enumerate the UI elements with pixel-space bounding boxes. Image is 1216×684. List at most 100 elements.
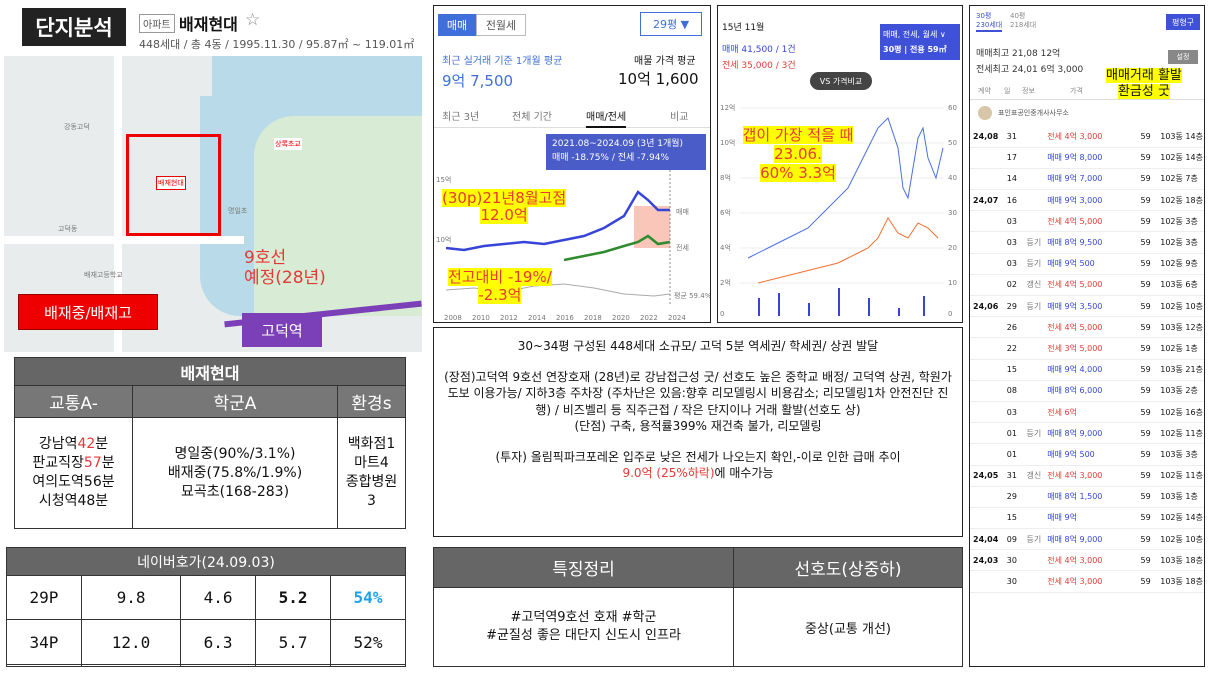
agent-row[interactable]: 표인표공인중개사사무소 [970, 102, 1204, 124]
map-label: 고덕동 [58, 225, 78, 233]
tab-lease[interactable]: 전월세 [476, 14, 526, 36]
ask-label: 매물 가격 평균 [634, 56, 696, 67]
avg-price: 9억 7,500 [442, 72, 514, 90]
chart-date: 15년 11월 [722, 23, 765, 33]
table-row[interactable]: 02 갱신 전세 4억 5,000 59 103동 6층 [970, 274, 1204, 297]
station-label[interactable]: 고덕역 [242, 313, 322, 347]
ask-price: 10억 1,600 [618, 70, 699, 88]
compare-button[interactable]: VS 가격비교 [810, 72, 872, 90]
grade-school: 학군A [132, 385, 338, 418]
preference-value: 중상(교통 개선) [733, 587, 963, 667]
analysis-pros: (장점)고덕역 9호선 연장호재 (28년)로 강남접근성 굿/ 선호도 높은 … [444, 369, 952, 417]
lease-line [563, 234, 671, 262]
svg-text:2018: 2018 [584, 314, 602, 322]
table-row[interactable]: 03 등기 매매 9억 500 59 102동 9층 [970, 253, 1204, 275]
svg-text:2016: 2016 [556, 314, 574, 322]
table-row[interactable]: 01 등기 매매 8억 9,000 59 102동 11층 [970, 422, 1204, 445]
table-row[interactable]: 24,08 31 전세 4억 3,000 59 103동 14층 [970, 126, 1204, 148]
trade-line [445, 190, 670, 252]
column-header: 계약 일 정보 가격 [970, 86, 1204, 100]
tab-compare[interactable]: 비교 [670, 112, 689, 123]
table-row[interactable]: 01 매매 9억 500 59 103동 3층 [970, 443, 1204, 466]
avg-label: 최근 실거래 기준 1개월 평균 [442, 56, 563, 67]
table-row[interactable]: 03 전세 4억 5,000 59 102동 3층 [970, 210, 1204, 233]
map-view[interactable]: 배재현대 강동고덕 고덕동 명일초 배재고등학교 상록초교 9호선 예정(28년… [4, 56, 422, 352]
svg-text:2014: 2014 [528, 314, 546, 322]
map-water [200, 96, 260, 316]
analysis-headline: 30~34평 구성된 448세대 소규모/ 고덕 5분 역세권/ 학세권/ 상권… [517, 339, 879, 353]
table-row[interactable]: 03 등기 매매 8억 9,500 59 102동 3층 [970, 231, 1204, 254]
filter-dropdown[interactable]: 매매, 전세, 월세 ∨ 30평 | 전용 59㎡ [880, 24, 960, 60]
apt-pin[interactable]: 배재현대 [156, 176, 186, 190]
svg-text:20: 20 [948, 244, 957, 252]
table-row[interactable]: 29 매매 8억 1,500 59 103동 1층 [970, 486, 1204, 508]
size-select[interactable]: 29평 ▼ [640, 12, 702, 36]
y-tick: 15억 [436, 176, 451, 184]
star-icon[interactable]: ☆ [245, 10, 261, 30]
table-row[interactable]: 15 매매 9억 59 102동 14층 [970, 507, 1204, 530]
svg-text:0: 0 [948, 310, 952, 318]
table-row[interactable]: 17 매매 9억 8,000 59 102동 14층 [970, 147, 1204, 169]
lease-max: 전세최고 24,01 6억 3,000 [976, 65, 1084, 75]
setting-button[interactable]: 설정 [1168, 50, 1198, 64]
price-chart-panel: 매매 전월세 29평 ▼ 최근 실거래 기준 1개월 평균 9억 7,500 매… [433, 5, 711, 323]
svg-text:10억: 10억 [720, 139, 735, 147]
svg-text:4억: 4억 [720, 244, 731, 252]
svg-text:2억: 2억 [720, 279, 731, 287]
tab-trade[interactable]: 매매 [438, 14, 476, 36]
naver-title: 네이버호가(24.09.03) [6, 547, 406, 576]
transaction-chart-svg: 12억 10억 8억 6억 4억 2억 0 60 50 40 30 20 10 0 [720, 104, 957, 318]
table-row[interactable]: 26 전세 4억 5,000 59 103동 12층 [970, 316, 1204, 339]
tab-3y[interactable]: 최근 3년 [442, 112, 480, 123]
summary-title: 배재현대 [14, 357, 406, 386]
svg-text:10: 10 [948, 279, 957, 287]
apt-type-badge: 아파트 [139, 14, 175, 33]
grade-transport: 교통A- [14, 385, 133, 418]
table-row[interactable]: 14 매매 9억 7,000 59 102동 7층 [970, 168, 1204, 191]
chart-trade-count: 매매 41,500 / 1건 [722, 45, 796, 55]
table-row[interactable]: 24,05 31 갱신 전세 4억 3,000 59 102동 11층 [970, 465, 1204, 487]
table-row[interactable]: 24,06 29 등기 매매 9억 3,500 59 102동 10층 [970, 295, 1204, 318]
svg-text:2020: 2020 [612, 314, 630, 322]
trade-series [747, 117, 944, 259]
svg-text:2022: 2022 [640, 314, 658, 322]
map-label: 배재고등학교 [84, 271, 123, 279]
apt-info: 448세대 / 총 4동 / 1995.11.30 / 95.87㎡ ~ 119… [139, 38, 415, 51]
chart-tooltip: 2021.08~2024.09 (3년 1개월) 매매 -18.75% / 전세 … [546, 134, 706, 170]
env-cell: 백화점1 마트4 종합병원 3 [337, 417, 406, 529]
y-left-tick: 12억 [720, 104, 735, 112]
svg-text:2024: 2024 [668, 314, 686, 322]
apt-highlight-box[interactable] [126, 134, 221, 236]
svg-text:6억: 6억 [720, 209, 731, 217]
table-row[interactable]: 08 매매 8억 6,000 59 103동 2층 [970, 380, 1204, 402]
trades-panel: 30평 230세대 40평 218세대 평형구 매매최고 21,08 12억 전… [969, 5, 1205, 667]
table-row[interactable]: 24,07 16 매매 9억 3,000 59 102동 18층 [970, 189, 1204, 212]
map-label: 강동고덕 [64, 123, 90, 131]
svg-text:2008: 2008 [444, 314, 462, 322]
table-row[interactable]: 24,04 09 등기 매매 8억 9,000 59 102동 10층 [970, 528, 1204, 551]
summary-table: 배재현대 교통A- 학군A 환경s 강남역42분 판교직장57분 여의도역56분… [14, 357, 406, 529]
svg-text:30: 30 [948, 209, 957, 217]
svg-text:40: 40 [948, 174, 957, 182]
table-row[interactable]: 15 매매 9억 4,000 59 103동 21층 [970, 359, 1204, 381]
tab-40p[interactable]: 40평 218세대 [1010, 12, 1037, 29]
svg-text:0: 0 [720, 310, 724, 318]
table-row: 29P 9.8 4.6 5.2 54% [6, 574, 406, 621]
svg-text:8억: 8억 [720, 174, 731, 182]
table-row[interactable]: 03 전세 6억 59 102동 16층 [970, 401, 1204, 424]
tab-30p[interactable]: 30평 230세대 [976, 12, 1003, 32]
trade-max: 매매최고 21,08 12억 [976, 49, 1061, 59]
volume-bars [758, 288, 925, 316]
table-row[interactable]: 30 전세 4억 3,000 59 103동 18층 [970, 570, 1204, 593]
school-cell: 명일중(90%/3.1%) 배재중(75.8%/1.9%) 묘곡초(168-28… [132, 417, 338, 529]
analysis-panel: 30~34평 구성된 448세대 소규모/ 고덕 5분 역세권/ 학세권/ 상권… [433, 327, 963, 537]
svg-text:50: 50 [948, 139, 957, 147]
tab-all[interactable]: 전체 기간 [512, 112, 552, 123]
chart-lease-count: 전세 35,000 / 3건 [722, 61, 796, 71]
page-title-badge: 단지분석 [22, 8, 126, 46]
tab-trade-lease[interactable]: 매매/전세 [586, 108, 627, 128]
lease-series [757, 217, 939, 284]
table-row[interactable]: 24,03 30 전세 4억 3,000 59 103동 18층 [970, 549, 1204, 572]
table-row[interactable]: 22 전세 3억 5,000 59 102동 1층 [970, 337, 1204, 360]
pyeong-button[interactable]: 평형구 [1166, 14, 1200, 30]
